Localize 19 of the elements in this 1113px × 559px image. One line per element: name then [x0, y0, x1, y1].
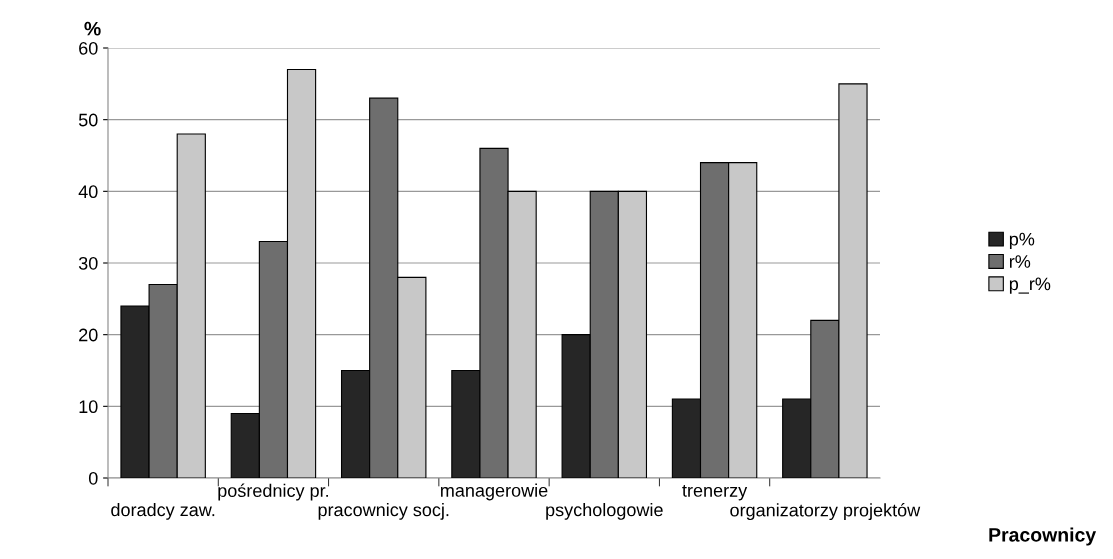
y-tick-label: 40	[78, 185, 98, 199]
y-tick-label: 0	[88, 471, 98, 485]
legend-label: r%	[1009, 255, 1031, 268]
y-axis-title: %	[84, 21, 101, 36]
x-tick-label: doradcy zaw.	[111, 503, 215, 520]
y-tick-label: 20	[79, 328, 98, 342]
legend-label: p%	[1009, 232, 1035, 250]
y-tick-label: 30	[78, 256, 98, 270]
x-tick-label: organizatorzy projektów	[730, 503, 921, 521]
legend-label: p_r%	[1009, 277, 1051, 294]
x-tick-label: psychologowie	[546, 503, 663, 520]
x-tick-label: managerowie	[441, 483, 548, 501]
y-tick-label: 10	[79, 400, 98, 414]
y-tick-label: 50	[78, 113, 98, 127]
x-axis-title: Pracownicy	[989, 527, 1097, 546]
x-tick-label: pośrednicy pr.	[218, 483, 328, 501]
y-tick-label: 60	[79, 41, 98, 55]
x-tick-label: trenerzy	[682, 484, 748, 501]
x-tick-label: pracownicy socj.	[318, 503, 449, 520]
